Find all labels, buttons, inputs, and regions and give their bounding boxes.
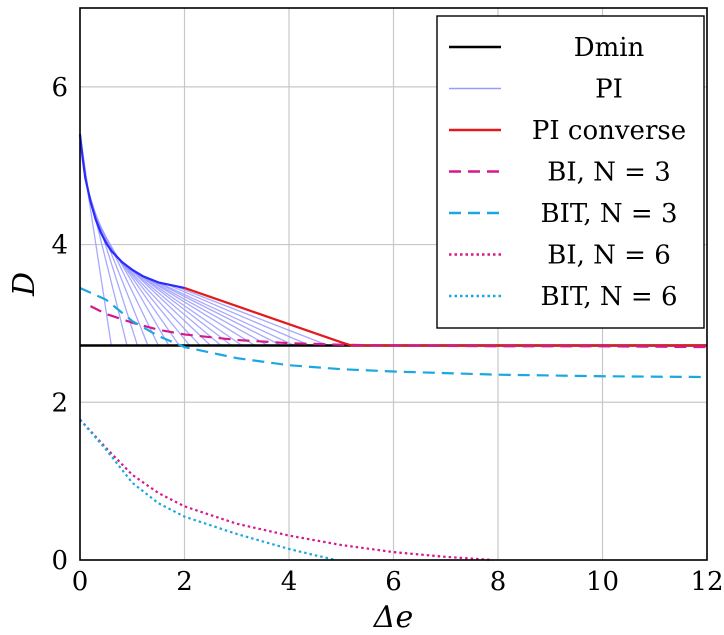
series-line: [79, 418, 493, 562]
legend: Dmin PI PI converse BI, N = 3 BIT, N = 3 BI, …: [436, 15, 705, 329]
y-tick-label: 6: [51, 73, 68, 103]
pi-line: [79, 134, 282, 347]
tick-labels: 0 2 4 6 8 10 12 0 2 4 6: [51, 73, 723, 597]
y-tick-label: 0: [51, 546, 68, 576]
x-axis-label: Δe: [373, 600, 413, 635]
legend-label: BIT, N = 6: [540, 282, 677, 312]
pi-line: [79, 134, 352, 347]
legend-label: PI: [595, 75, 623, 105]
x-tick-label: 12: [690, 567, 723, 597]
pi-line-family: [78, 134, 352, 347]
pi-line: [79, 134, 232, 347]
legend-label: BIT, N = 3: [540, 199, 677, 229]
pi-line: [79, 134, 201, 346]
x-tick-label: 6: [385, 567, 402, 597]
x-tick-label: 8: [490, 567, 507, 597]
legend-label: Dmin: [574, 33, 645, 63]
x-tick-label: 10: [586, 567, 619, 597]
legend-label: PI converse: [532, 116, 686, 146]
pi-envelope-line: [78, 134, 185, 290]
series-group: [79, 286, 708, 562]
series-line: [79, 418, 337, 562]
y-tick-label: 4: [51, 231, 68, 261]
series-line: [89, 305, 708, 349]
legend-label: BI, N = 3: [547, 158, 671, 188]
x-tick-label: 2: [176, 567, 193, 597]
y-tick-label: 2: [51, 388, 68, 418]
y-axis-label: D: [7, 272, 42, 297]
pi-line: [79, 134, 212, 346]
legend-label: BI, N = 6: [547, 241, 671, 271]
pi-line: [79, 134, 170, 346]
plot-frame: [79, 7, 708, 561]
pi-line: [79, 134, 149, 346]
legend-box: [436, 15, 705, 329]
series-line: [79, 286, 708, 379]
x-tick-label: 4: [281, 567, 298, 597]
x-tick-label: 0: [72, 567, 89, 597]
